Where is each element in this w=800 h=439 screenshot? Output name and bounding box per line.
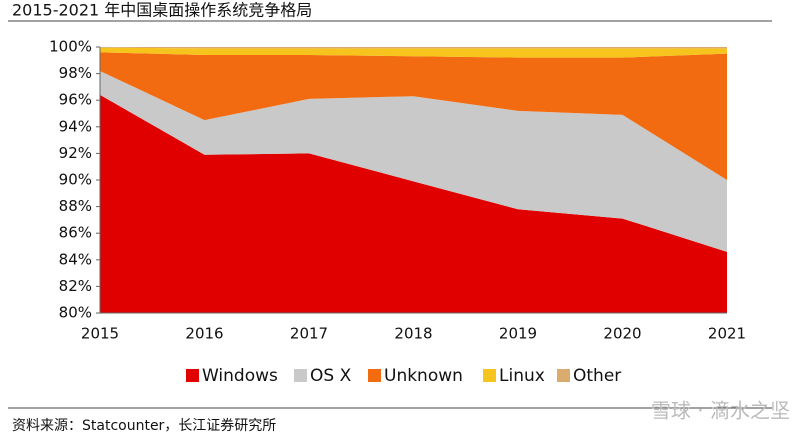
legend-label: OS X <box>310 366 352 386</box>
legend-swatch <box>557 369 570 382</box>
y-tick-label: 98% <box>59 64 92 82</box>
y-tick-label: 90% <box>59 171 92 189</box>
x-tick-label: 2016 <box>185 325 223 343</box>
x-tick-label: 2017 <box>290 325 328 343</box>
legend-label: Other <box>573 366 621 386</box>
legend-swatch <box>368 369 381 382</box>
legend: Windows OS X Unknown Linux Other <box>186 366 621 386</box>
y-tick-label: 92% <box>59 144 92 162</box>
chart-title: 2015-2021 年中国桌面操作系统竞争格局 <box>12 1 312 20</box>
y-tick-label: 96% <box>59 91 92 109</box>
area <box>100 70 727 252</box>
legend-swatch <box>483 369 496 382</box>
watermark: 雪球 · 滴水之坚 <box>651 399 790 423</box>
legend-swatch <box>186 369 199 382</box>
y-tick-label: 94% <box>59 117 92 135</box>
y-tick-label: 100% <box>49 38 92 56</box>
area <box>100 47 727 58</box>
legend-swatch <box>294 369 307 382</box>
area <box>100 94 727 313</box>
y-tick-label: 84% <box>59 250 92 268</box>
x-tick-label: 2019 <box>499 325 537 343</box>
legend-label: Windows <box>202 366 278 386</box>
x-tick-label: 2015 <box>81 325 119 343</box>
y-tick-label: 86% <box>59 224 92 242</box>
source: 资料来源：Statcounter，长江证券研究所 <box>12 418 276 434</box>
legend-label: Unknown <box>384 366 463 386</box>
area <box>100 47 727 49</box>
legend-label: Linux <box>499 366 545 386</box>
y-tick-label: 80% <box>59 304 92 322</box>
y-tick-label: 82% <box>59 277 92 295</box>
area <box>100 52 727 180</box>
x-tick-label: 2020 <box>603 325 641 343</box>
x-tick-label: 2018 <box>394 325 432 343</box>
y-tick-label: 88% <box>59 197 92 215</box>
x-tick-label: 2021 <box>708 325 746 343</box>
